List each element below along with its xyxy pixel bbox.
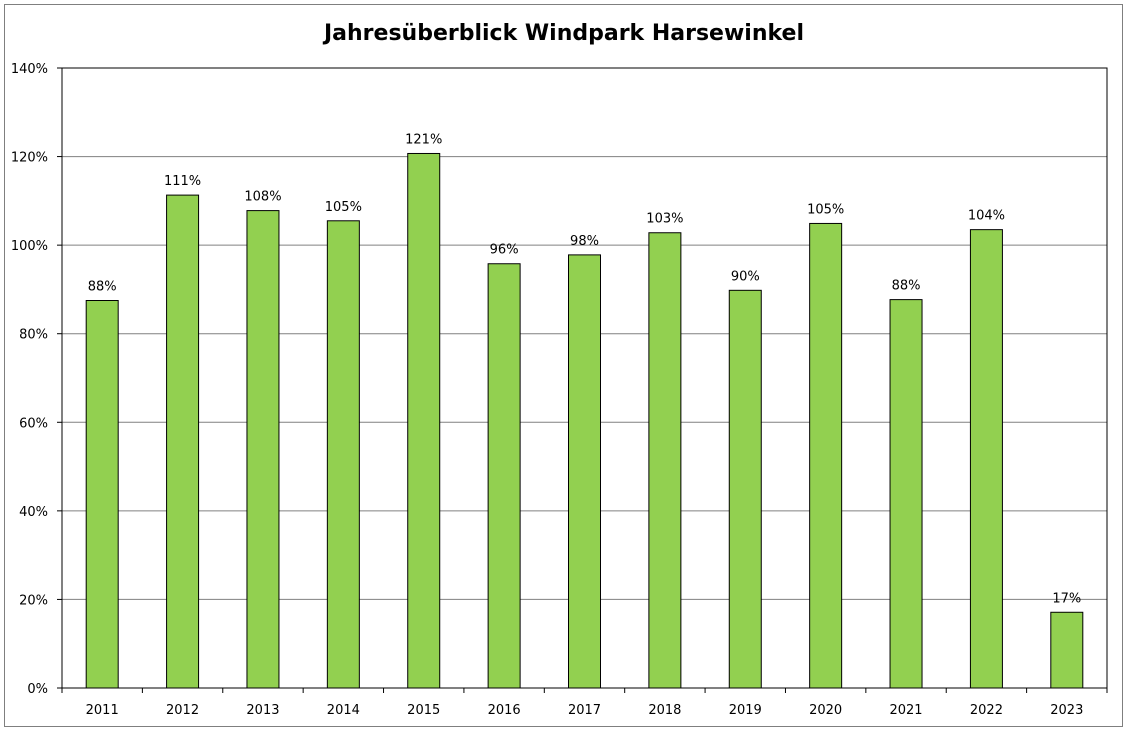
bar-2013 xyxy=(246,210,280,689)
data-label-2019: 90% xyxy=(731,269,760,284)
x-tick-label-2018: 2018 xyxy=(648,703,681,718)
chart-title: Jahresüberblick Windpark Harsewinkel xyxy=(322,21,804,46)
y-tick-label: 120% xyxy=(11,151,48,166)
data-labels: 88% 111% 108% 105% 121% 96% 98% 103% 90% 105% 88% 1… xyxy=(88,132,1082,606)
y-tick-label: 20% xyxy=(19,593,48,608)
x-tick-label-2014: 2014 xyxy=(327,703,360,718)
x-tick-label-2013: 2013 xyxy=(246,703,279,718)
bar-2015 xyxy=(407,152,441,689)
bar-2011 xyxy=(85,300,119,689)
y-axis-ticks: 0% 20% 40% 60% 80% 100% 120% 140% xyxy=(11,62,62,697)
x-tick-label-2012: 2012 xyxy=(166,703,199,718)
y-tick-label: 80% xyxy=(19,328,48,343)
x-tick-label-2023: 2023 xyxy=(1050,703,1083,718)
y-tick-label: 60% xyxy=(19,416,48,431)
data-label-2012: 111% xyxy=(164,174,201,189)
data-label-2016: 96% xyxy=(490,243,519,258)
y-tick-label: 0% xyxy=(27,682,48,697)
bar-2021 xyxy=(889,299,923,689)
y-tick-label: 100% xyxy=(11,239,48,254)
x-axis-ticks: 2011 2012 2013 2014 2015 2016 2017 2018 2019 2020… xyxy=(61,688,1108,718)
data-label-2018: 103% xyxy=(646,212,683,227)
data-label-2015: 121% xyxy=(405,132,442,147)
data-label-2017: 98% xyxy=(570,234,599,249)
x-tick-label-2015: 2015 xyxy=(407,703,440,718)
data-label-2014: 105% xyxy=(325,200,362,215)
bar-2019 xyxy=(728,289,762,689)
data-label-2023: 17% xyxy=(1052,591,1081,606)
data-label-2021: 88% xyxy=(892,279,921,294)
bar-2014 xyxy=(326,220,360,689)
data-label-2020: 105% xyxy=(807,202,844,217)
x-tick-label-2022: 2022 xyxy=(970,703,1003,718)
x-tick-label-2011: 2011 xyxy=(86,703,119,718)
data-label-2011: 88% xyxy=(88,280,117,295)
bars xyxy=(85,152,1084,689)
bar-2017 xyxy=(568,254,601,689)
x-tick-label-2021: 2021 xyxy=(889,703,922,718)
bar-2020 xyxy=(809,222,843,689)
bar-2018 xyxy=(648,232,682,689)
bar-2016 xyxy=(487,263,521,689)
y-tick-label: 40% xyxy=(19,505,48,520)
data-label-2013: 108% xyxy=(244,190,281,205)
data-label-2022: 104% xyxy=(968,209,1005,224)
bar-2023 xyxy=(1050,611,1084,689)
plot-area-border xyxy=(61,67,1108,689)
bar-2022 xyxy=(969,229,1003,689)
y-tick-label: 140% xyxy=(11,62,48,77)
x-tick-label-2020: 2020 xyxy=(809,703,842,718)
bar-2012 xyxy=(166,194,200,689)
x-tick-label-2019: 2019 xyxy=(729,703,762,718)
gridlines xyxy=(62,156,1107,600)
x-tick-label-2017: 2017 xyxy=(568,703,601,718)
x-tick-label-2016: 2016 xyxy=(488,703,521,718)
